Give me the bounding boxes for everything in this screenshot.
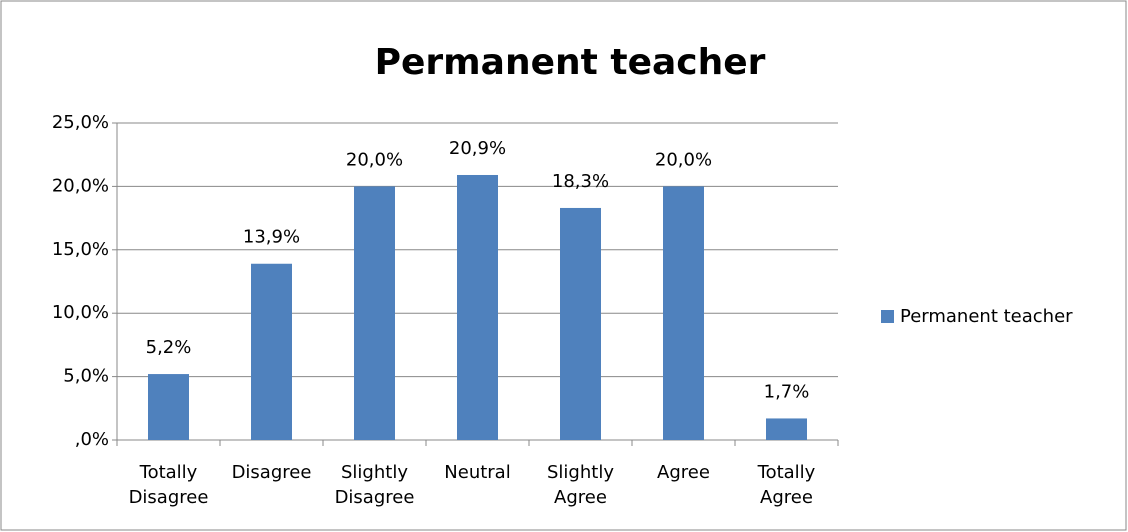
bar	[457, 174, 498, 440]
value-label: 20,0%	[655, 149, 712, 170]
y-tick-label: 5,0%	[63, 366, 109, 387]
value-label: 1,7%	[764, 381, 810, 402]
x-tick-label: Totally Agree	[757, 462, 816, 508]
y-tick-label: 10,0%	[52, 302, 109, 323]
x-tick-label: Disagree	[231, 462, 312, 483]
bar	[251, 263, 292, 440]
value-label: 20,9%	[449, 138, 506, 159]
x-tick-label: Agree	[657, 462, 710, 483]
y-tick-label: 20,0%	[52, 175, 109, 196]
value-label: 5,2%	[146, 337, 192, 358]
legend-label: Permanent teacher	[900, 306, 1073, 327]
bar	[663, 186, 704, 440]
bar	[766, 418, 807, 440]
bar	[148, 374, 189, 440]
bar	[354, 186, 395, 440]
chart-title: Permanent teacher	[375, 42, 766, 83]
x-tick-label: Totally Disagree	[128, 462, 209, 508]
bar	[560, 207, 601, 440]
legend-swatch	[881, 310, 894, 323]
y-tick-label: 15,0%	[52, 239, 109, 260]
value-label: 13,9%	[243, 227, 300, 248]
x-tick-label: Neutral	[444, 462, 511, 483]
x-tick-label: Slightly Disagree	[334, 462, 415, 508]
value-label: 20,0%	[346, 149, 403, 170]
y-tick-label: 25,0%	[52, 112, 109, 133]
x-tick-label: Slightly Agree	[547, 462, 614, 508]
y-tick-label: ,0%	[75, 429, 109, 450]
value-label: 18,3%	[552, 171, 609, 192]
